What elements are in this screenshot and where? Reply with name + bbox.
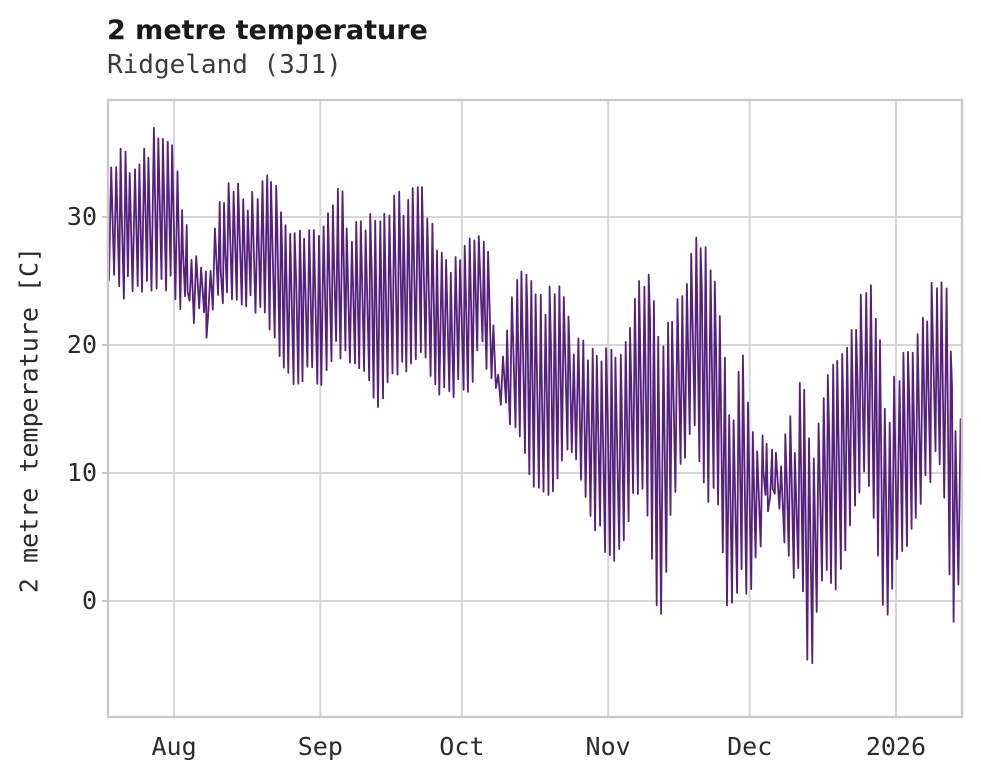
x-tick-label: Nov [585, 732, 631, 761]
plot-frame [106, 98, 964, 719]
x-tick-label: Oct [439, 732, 485, 761]
y-tick-label: 20 [66, 330, 97, 359]
chart-title: 2 metre temperature [107, 15, 428, 46]
chart-subtitle: Ridgeland (3J1) [107, 50, 342, 80]
x-tick-label: Dec [727, 732, 773, 761]
x-tick-label: Sep [297, 732, 343, 761]
y-tick-label: 10 [66, 458, 97, 487]
x-tick-label: Aug [151, 732, 197, 761]
x-tick-label: 2026 [865, 732, 927, 761]
y-tick-label: 0 [81, 586, 97, 615]
y-tick-label: 30 [66, 202, 97, 231]
temperature-line [108, 126, 962, 665]
